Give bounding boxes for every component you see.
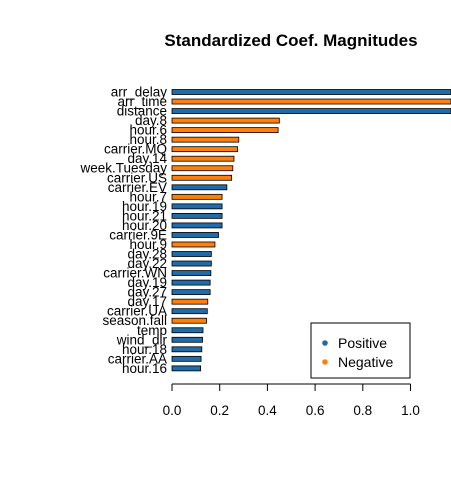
category-label: season.fall xyxy=(102,313,167,328)
bar-season-fall xyxy=(171,317,207,324)
bar-hour-8 xyxy=(171,136,240,143)
category-label: carrier.US xyxy=(107,170,167,185)
bar-hour-21 xyxy=(171,212,223,219)
bar-carrier-wn xyxy=(171,270,212,276)
category-label: week.Tuesday xyxy=(79,161,167,176)
category-label: arr_delay xyxy=(111,85,168,100)
x-tick-label: 0.6 xyxy=(306,403,325,418)
bar-carrier-aa xyxy=(171,355,202,362)
category-label: distance xyxy=(117,104,167,119)
bar-day-19 xyxy=(171,279,211,286)
bar-distance xyxy=(171,108,451,114)
chart-title: Standardized Coef. Magnitudes xyxy=(164,31,417,50)
bar-hour-6 xyxy=(171,127,279,134)
category-label: hour.16 xyxy=(122,361,167,376)
category-label: hour.21 xyxy=(122,208,167,223)
bar-hour-7 xyxy=(171,193,223,200)
bar-carrier-ev xyxy=(171,184,228,191)
bar-day-22 xyxy=(171,260,212,267)
bar-carrier-9e xyxy=(171,232,219,238)
category-label: hour.6 xyxy=(129,123,167,138)
bar-wind-dir xyxy=(171,336,203,343)
category-label: wind_dir xyxy=(116,332,168,347)
category-label: hour.19 xyxy=(122,199,167,214)
category-label: hour.20 xyxy=(122,218,167,233)
x-tick-label: 1.0 xyxy=(401,403,420,418)
bar-arr-delay xyxy=(171,89,451,95)
category-label: hour.7 xyxy=(129,189,167,204)
category-label: day.8 xyxy=(135,113,167,128)
category-label: day.14 xyxy=(127,151,167,166)
category-label: carrier.UA xyxy=(107,304,167,319)
category-label: arr_time xyxy=(117,94,167,109)
bar-day-17 xyxy=(171,298,209,305)
bar-day-14 xyxy=(171,155,235,162)
bar-carrier-ua xyxy=(171,308,208,315)
bar-day-8 xyxy=(171,117,280,124)
legend-label-positive: Positive xyxy=(338,335,387,351)
bar-group xyxy=(171,89,451,372)
category-label: day.27 xyxy=(127,285,167,300)
x-axis: 0.0 0.2 0.4 0.6 0.8 1.0 xyxy=(163,383,420,418)
category-label: hour.9 xyxy=(129,237,167,252)
category-label: day.17 xyxy=(127,294,167,309)
legend: Positive Negative xyxy=(310,322,411,379)
x-tick-label: 0.4 xyxy=(258,403,277,418)
category-label: carrier.MQ xyxy=(104,142,167,157)
category-label-group: arr_delayarr_timedistanceday.8hour.6hour… xyxy=(79,85,167,376)
legend-marker-negative xyxy=(322,359,328,365)
bar-carrier-mq xyxy=(171,146,238,153)
bar-hour-20 xyxy=(171,222,223,229)
bar-week-tuesday xyxy=(171,165,234,172)
category-label: carrier.WN xyxy=(103,266,167,281)
category-label: carrier.AA xyxy=(108,351,167,366)
category-label: day.28 xyxy=(127,247,167,262)
legend-marker-positive xyxy=(322,340,328,346)
bar-carrier-us xyxy=(171,174,233,181)
legend-box xyxy=(310,322,411,379)
category-label: temp xyxy=(137,323,167,338)
x-tick-label: 0.0 xyxy=(163,403,182,418)
bar-hour-18 xyxy=(171,346,203,353)
bar-arr-time xyxy=(171,98,451,105)
category-label: carrier.EV xyxy=(108,180,167,195)
category-label: carrier.9E xyxy=(109,227,167,242)
category-label: day.19 xyxy=(127,275,167,290)
legend-label-negative: Negative xyxy=(338,354,393,370)
bar-temp xyxy=(171,327,204,334)
bar-day-28 xyxy=(171,251,212,257)
x-tick-label: 0.8 xyxy=(353,403,372,418)
bar-hour-19 xyxy=(171,203,223,210)
category-label: hour.8 xyxy=(129,132,167,147)
category-label: hour.18 xyxy=(122,342,167,357)
bar-hour-16 xyxy=(171,365,202,372)
x-tick-label: 0.2 xyxy=(210,403,229,418)
bar-day-27 xyxy=(171,289,211,296)
category-label: day.22 xyxy=(127,256,167,271)
bar-hour-9 xyxy=(171,241,216,248)
